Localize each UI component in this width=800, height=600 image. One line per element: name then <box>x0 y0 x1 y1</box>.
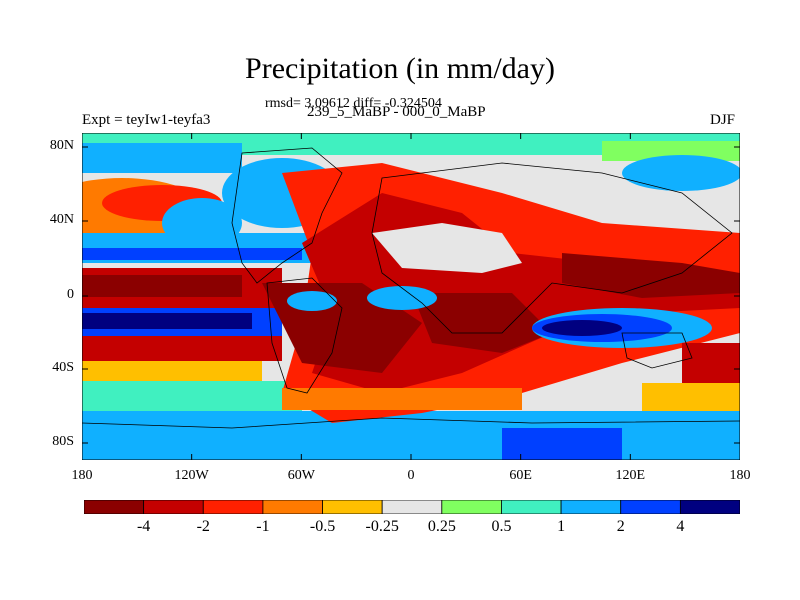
axis-ticks <box>82 133 740 460</box>
x-tick-label: 180 <box>729 468 751 483</box>
colorbar-label: 1 <box>557 518 566 535</box>
y-tick-label: 40N <box>49 212 74 227</box>
field-patch <box>82 133 740 155</box>
precipitation-map <box>82 133 740 460</box>
field-patch <box>82 381 302 411</box>
x-tick-label: 120W <box>174 468 209 483</box>
colorbar-swatch <box>620 500 681 514</box>
x-tick-label: 0 <box>407 468 415 483</box>
experiment-label: Expt = teyIw1-teyfa3 <box>82 112 211 128</box>
x-tick-label: 60E <box>509 468 532 483</box>
field-patch <box>82 313 252 329</box>
field-patch <box>82 411 740 460</box>
x-tick-label: 120E <box>615 468 646 483</box>
continent-outline <box>82 417 740 429</box>
field-patch <box>622 155 740 191</box>
y-tick-label: 0 <box>67 287 74 302</box>
period-label: 239_5_MaBP - 000_0_MaBP <box>307 104 486 120</box>
colorbar-label: -4 <box>136 518 151 535</box>
colorbar-label: -0.5 <box>309 518 336 535</box>
colorbar-swatch <box>501 500 562 514</box>
colorbar-label: 4 <box>676 518 685 535</box>
colorbar-swatch <box>441 500 502 514</box>
colorbar-swatch <box>322 500 383 514</box>
colorbar-label: -2 <box>196 518 210 535</box>
x-tick-label: 180 <box>71 468 93 483</box>
field-patch <box>82 143 242 173</box>
stats-text: rmsd= 3.09612 diff= -0.324504 <box>265 96 442 111</box>
colorbar-swatch <box>262 500 323 514</box>
colorbar-label: 2 <box>616 518 625 535</box>
field-patch <box>372 223 522 273</box>
plot-title: Precipitation (in mm/day) <box>245 52 555 85</box>
colorbar-label: -0.25 <box>365 518 399 535</box>
colorbar-label: 0.5 <box>491 518 512 535</box>
field-patch <box>82 336 282 361</box>
continent-outline <box>621 332 693 369</box>
colorbar-swatch <box>560 500 622 514</box>
x-tick-label: 60W <box>287 468 315 483</box>
season-label: DJF <box>710 112 736 128</box>
colorbar-label: -1 <box>256 518 270 535</box>
field-patch <box>602 141 740 161</box>
continent-outline <box>231 147 343 284</box>
y-tick-label: 80S <box>52 434 74 449</box>
field-patch <box>367 286 437 310</box>
colorbar-swatch <box>202 500 264 514</box>
field-patch <box>82 248 302 260</box>
field-patch <box>82 361 262 381</box>
field-patch <box>502 428 622 460</box>
y-tick-label: 80N <box>49 138 74 153</box>
colorbar-swatch <box>143 500 204 514</box>
field-patch <box>82 275 242 297</box>
field-patch <box>562 253 740 298</box>
colorbar <box>84 500 740 514</box>
field-patch <box>412 293 552 353</box>
colorbar-swatch <box>381 500 443 514</box>
colorbar-swatch <box>679 500 740 514</box>
field-patch <box>282 388 522 410</box>
y-tick-label: 40S <box>52 360 74 375</box>
colorbar-swatch <box>84 500 145 514</box>
colorbar-label: 0.25 <box>427 518 456 535</box>
field-patch <box>287 291 337 311</box>
field-patch <box>642 383 740 411</box>
field-patch <box>542 320 622 336</box>
continent-outline <box>266 277 343 394</box>
field-patch <box>682 343 740 383</box>
continent-outline <box>371 162 733 334</box>
